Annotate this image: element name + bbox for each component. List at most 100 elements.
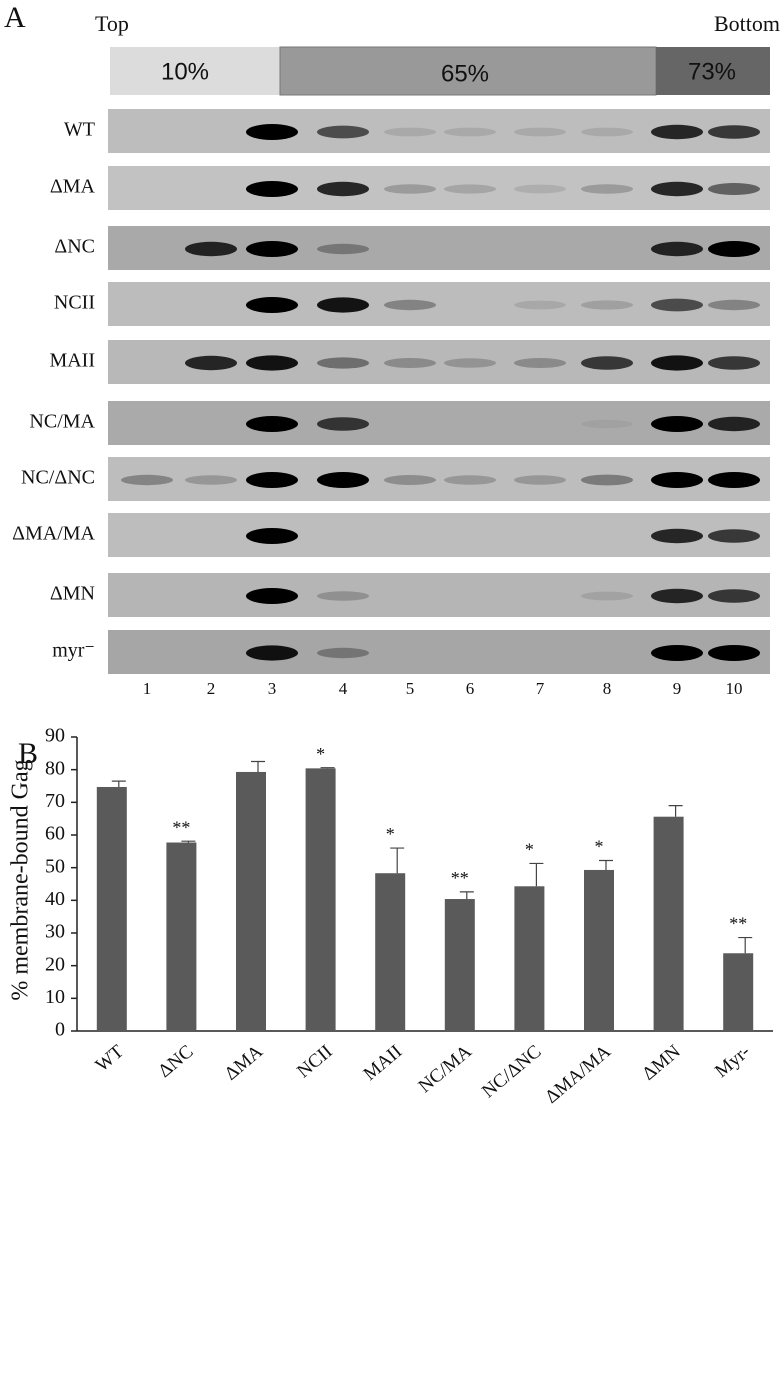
- band: [317, 417, 369, 431]
- band: [384, 299, 436, 311]
- band: [246, 181, 298, 197]
- band: [651, 645, 703, 661]
- row-label: WT: [64, 119, 95, 141]
- band: [581, 474, 633, 486]
- band: [317, 647, 369, 659]
- error-bar: [529, 862, 544, 887]
- band: [708, 299, 760, 311]
- error-bar: [320, 767, 335, 769]
- band: [708, 125, 760, 139]
- band: [317, 591, 369, 601]
- band: [185, 355, 237, 371]
- row-label: ΔMA: [50, 176, 96, 198]
- error-bar: [111, 780, 126, 787]
- band: [444, 358, 496, 368]
- error-bar: [459, 891, 474, 900]
- row-label: ΔMN: [50, 583, 95, 605]
- band: [651, 472, 703, 488]
- x-tick-label: NC/MA: [415, 1041, 476, 1097]
- band: [384, 184, 436, 194]
- significance: **: [729, 914, 747, 934]
- band: [651, 181, 703, 197]
- y-tick-label: 50: [45, 855, 65, 877]
- y-tick-label: 0: [55, 1019, 65, 1041]
- y-tick-label: 90: [45, 725, 65, 747]
- band: [444, 184, 496, 194]
- error-bar: [738, 936, 753, 954]
- row-label: ΔNC: [54, 236, 95, 258]
- band: [384, 127, 436, 137]
- significance: **: [172, 817, 190, 837]
- band: [651, 588, 703, 604]
- band: [246, 241, 298, 257]
- band: [514, 184, 566, 194]
- gradient-65: [279, 46, 657, 96]
- band: [581, 300, 633, 310]
- band: [246, 124, 298, 140]
- panel-label: A: [4, 1, 26, 34]
- x-tick-label: MAII: [360, 1041, 407, 1085]
- lane-number: 5: [406, 679, 415, 698]
- significance: **: [451, 868, 469, 888]
- band: [708, 183, 760, 195]
- lane-number: 1: [143, 679, 152, 698]
- band: [384, 358, 436, 368]
- band: [651, 355, 703, 371]
- bar: [444, 899, 475, 1031]
- lane-number: 4: [339, 679, 348, 698]
- band: [514, 475, 566, 485]
- bar: [653, 816, 684, 1031]
- row-label: NCII: [54, 292, 95, 314]
- band: [246, 645, 298, 661]
- row-label: MAII: [49, 350, 95, 372]
- band: [317, 357, 369, 369]
- x-tick-label: ΔMA/MA: [541, 1041, 615, 1108]
- band: [581, 184, 633, 194]
- panel-label: B: [18, 737, 38, 770]
- bar: [584, 869, 614, 1031]
- y-tick-label: 10: [45, 986, 65, 1008]
- band: [581, 591, 633, 601]
- y-tick-label: 80: [45, 757, 65, 779]
- band: [708, 241, 760, 257]
- band: [317, 297, 369, 313]
- gradient-label: 10%: [161, 58, 209, 85]
- row-label: NC/ΔNC: [21, 467, 95, 489]
- band: [708, 472, 760, 488]
- x-tick-label: NCII: [293, 1041, 336, 1082]
- bar: [305, 768, 336, 1031]
- band: [581, 419, 633, 429]
- band: [514, 300, 566, 310]
- y-tick-label: 40: [45, 888, 65, 910]
- band: [651, 528, 703, 544]
- band: [121, 474, 173, 486]
- lane-number: 3: [268, 679, 277, 698]
- row-label: myr⁻: [52, 640, 95, 662]
- bar-chart: B % membrane-bound Gag 0 10 20 30 40 50 60 70 80…: [8, 725, 773, 1108]
- error-bar: [668, 805, 683, 817]
- band: [651, 416, 703, 432]
- band: [708, 529, 760, 543]
- band: [384, 475, 436, 485]
- row-label: ΔMA/MA: [12, 523, 95, 545]
- x-tick-label: ΔMN: [638, 1041, 685, 1085]
- band: [708, 416, 760, 432]
- top-label: Top: [95, 11, 129, 36]
- significance: *: [595, 837, 604, 857]
- y-tick-label: 60: [45, 823, 65, 845]
- bottom-label: Bottom: [714, 11, 780, 36]
- band: [581, 127, 633, 137]
- band: [317, 181, 369, 197]
- y-tick-label: 70: [45, 790, 65, 812]
- significance: *: [386, 824, 395, 844]
- y-tick-label: 30: [45, 921, 65, 943]
- significance: *: [316, 744, 325, 764]
- band: [651, 241, 703, 257]
- band: [246, 416, 298, 432]
- gradient-label: 65%: [441, 60, 489, 87]
- y-axis-label: % membrane-bound Gag: [8, 759, 34, 1000]
- bar: [236, 771, 266, 1031]
- x-tick-label: Myr-: [711, 1041, 754, 1082]
- bar: [166, 842, 197, 1031]
